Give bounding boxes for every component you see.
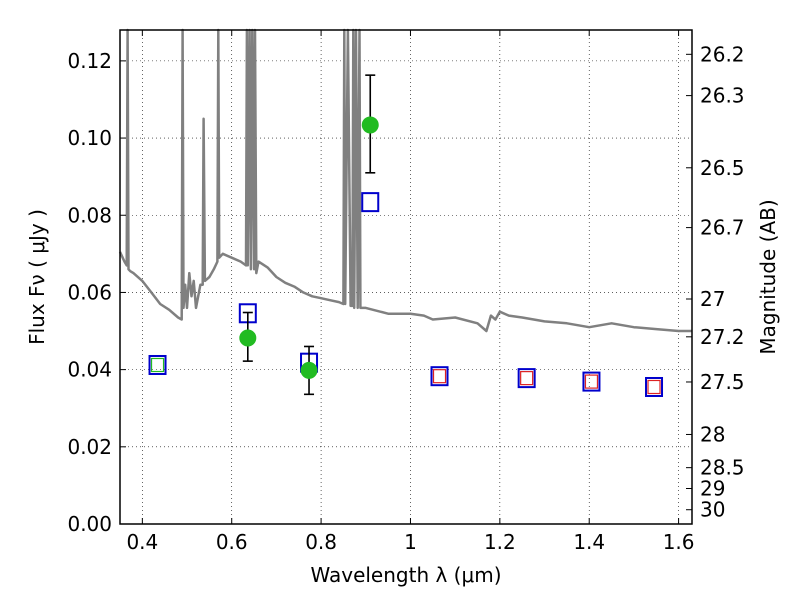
y2-tick-label: 29 xyxy=(700,476,725,500)
y2-axis-label: Magnitude (AB) xyxy=(756,199,780,354)
y2-tick-label: 28.5 xyxy=(700,456,745,480)
y-tick-label: 0.02 xyxy=(67,435,112,459)
plot-frame xyxy=(119,29,693,525)
filter-flux-square xyxy=(647,379,661,395)
y-tick-label: 0.04 xyxy=(67,358,112,382)
y2-tick-label: 28 xyxy=(700,422,725,446)
x-tick-label: 0.4 xyxy=(126,530,158,554)
model-flux-square xyxy=(148,354,167,375)
y-axis-label: Flux Fν ( μJy ) xyxy=(25,209,49,345)
model-flux-square xyxy=(582,371,601,392)
y2-tick-label: 27 xyxy=(700,287,725,311)
y2-tick-label: 27.2 xyxy=(700,325,745,349)
y2-tick-label: 27.5 xyxy=(700,370,745,394)
model-flux-square xyxy=(517,368,536,389)
x-tick-label: 0.6 xyxy=(216,530,248,554)
model-flux-square xyxy=(645,376,664,397)
y-axis-left: 0.00 0.02 0.04 0.06 0.08 0.10 0.12 xyxy=(67,49,126,536)
model-flux-square xyxy=(430,366,449,387)
x-tick-label: 1.2 xyxy=(484,530,516,554)
x-axis-label: Wavelength λ (μm) xyxy=(310,563,501,587)
x-tick-label: 1.4 xyxy=(573,530,605,554)
filter-flux-square xyxy=(520,371,534,386)
filter-flux-square xyxy=(150,357,165,373)
x-axis: 0.4 0.6 0.8 1 1.2 1.4 1.6 xyxy=(126,30,695,554)
y-tick-label: 0.00 xyxy=(67,512,112,536)
y2-tick-label: 26.5 xyxy=(700,156,745,180)
observed-flux-point xyxy=(361,116,379,134)
y-tick-label: 0.12 xyxy=(67,49,112,73)
observed-flux-point xyxy=(300,361,318,379)
x-tick-label: 1.6 xyxy=(663,530,695,554)
y2-tick-label: 26.3 xyxy=(700,84,745,108)
filter-flux-square xyxy=(432,369,447,384)
y-tick-label: 0.08 xyxy=(67,203,112,227)
x-tick-label: 0.8 xyxy=(305,530,337,554)
x-tick-label: 1 xyxy=(404,530,417,554)
model-spectrum-line xyxy=(118,28,692,333)
model-flux-square xyxy=(361,192,380,213)
observed-flux-point xyxy=(239,329,257,347)
y2-tick-label: 26.2 xyxy=(700,42,745,66)
y2-tick-label: 30 xyxy=(700,498,725,522)
y-tick-label: 0.10 xyxy=(67,126,112,150)
filter-flux-square xyxy=(584,374,599,389)
y-tick-label: 0.06 xyxy=(67,280,112,304)
y2-tick-label: 26.7 xyxy=(700,216,745,240)
chart-series xyxy=(118,28,692,397)
